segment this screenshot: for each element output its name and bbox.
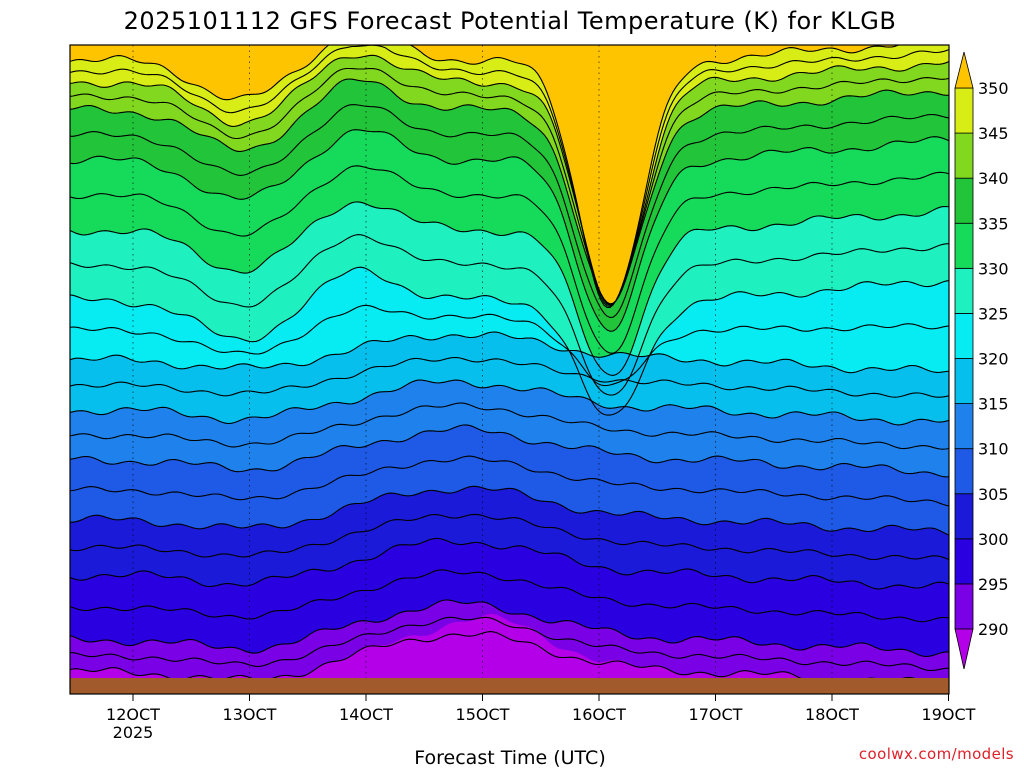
- colorbar-segment: [954, 493, 974, 540]
- x-tick-label: 15OCT: [456, 705, 510, 724]
- x-tick-label: 13OCT: [223, 705, 277, 724]
- colorbar-tick-label: 335: [978, 214, 1009, 233]
- theta-contour: [70, 54, 949, 306]
- theta-contour: [70, 631, 916, 678]
- plot-area: 3483443403403363323443403363403363323323…: [69, 44, 950, 695]
- colorbar-segment: [954, 87, 974, 134]
- colorbar-tick-label: 310: [978, 440, 1009, 459]
- ground-strip: [70, 678, 949, 694]
- colorbar-tick-label: 325: [978, 304, 1009, 323]
- theta-contour: [70, 129, 949, 332]
- colorbar-segment: [954, 358, 974, 404]
- colorbar-tick-label: 340: [978, 169, 1009, 188]
- colorbar-tick-label: 295: [978, 575, 1009, 594]
- colorbar-segment: [954, 538, 974, 585]
- theta-contour: [70, 356, 949, 398]
- theta-contour: [70, 201, 949, 376]
- colorbar-tick-label: 300: [978, 530, 1009, 549]
- x-tick-label: 12OCT: [106, 705, 160, 724]
- credit-link[interactable]: coolwx.com/models: [859, 745, 1014, 763]
- theta-contour: [70, 67, 949, 306]
- colorbar-segment: [954, 583, 974, 630]
- gridlines: [132, 45, 833, 678]
- theta-contour: [70, 331, 949, 374]
- colorbar-tick-label: 320: [978, 350, 1009, 369]
- theta-contour: [70, 513, 949, 561]
- theta-contour: [70, 45, 949, 307]
- theta-contour: [70, 266, 949, 416]
- theta-contour: [70, 424, 949, 478]
- plot-frame: [69, 44, 950, 695]
- x-tick-label: 18OCT: [805, 705, 859, 724]
- x-tick-sublabel: 2025: [113, 723, 154, 742]
- theta-contour: [70, 569, 949, 623]
- colorbar-segment: [954, 132, 974, 179]
- theta-contour: [70, 599, 949, 657]
- colorbar-tick-label: 345: [978, 124, 1009, 143]
- colorbar-segment: [954, 222, 974, 269]
- theta-contour: [70, 616, 949, 672]
- x-tick-label: 14OCT: [339, 705, 393, 724]
- theta-contour: [70, 304, 949, 387]
- colorbar-tick-label: 290: [978, 620, 1009, 639]
- colorbar-extend-under: [954, 628, 974, 670]
- colorbar-tick-label: 350: [978, 79, 1009, 98]
- colorbar-segment: [954, 403, 974, 450]
- colorbar-extend-over: [954, 51, 974, 89]
- x-tick-label: 16OCT: [572, 705, 626, 724]
- theta-contour: [70, 455, 949, 507]
- theta-contour: [70, 165, 949, 354]
- theta-contour: [70, 78, 949, 305]
- chart-title: 2025101112 GFS Forecast Potential Temper…: [124, 7, 897, 35]
- theta-contour: [70, 485, 949, 536]
- theta-contours: [70, 45, 949, 678]
- colorbar-tick-label: 330: [978, 259, 1009, 278]
- band-under: [70, 614, 914, 678]
- theta-contour: [70, 104, 949, 319]
- colorbar-segment: [954, 313, 974, 359]
- colorbar-segment: [954, 177, 974, 224]
- colorbar: 290 295 300 305 310 315 320 325 330 335 340 345 350: [954, 51, 1009, 670]
- theta-contour: [70, 234, 949, 396]
- theta-contour: [70, 402, 949, 450]
- theta-bands: [70, 45, 949, 678]
- colorbar-tick-label: 305: [978, 485, 1009, 504]
- theta-contour: [70, 379, 949, 426]
- theta-contour: [70, 537, 949, 590]
- x-tick-label: 19OCT: [922, 705, 976, 724]
- x-axis-label: Forecast Time (UTC): [414, 747, 605, 768]
- colorbar-segment: [954, 448, 974, 495]
- x-tick-label: 17OCT: [689, 705, 743, 724]
- theta-contour: [70, 45, 900, 309]
- colorbar-segment: [954, 267, 974, 314]
- colorbar-tick-label: 315: [978, 395, 1009, 414]
